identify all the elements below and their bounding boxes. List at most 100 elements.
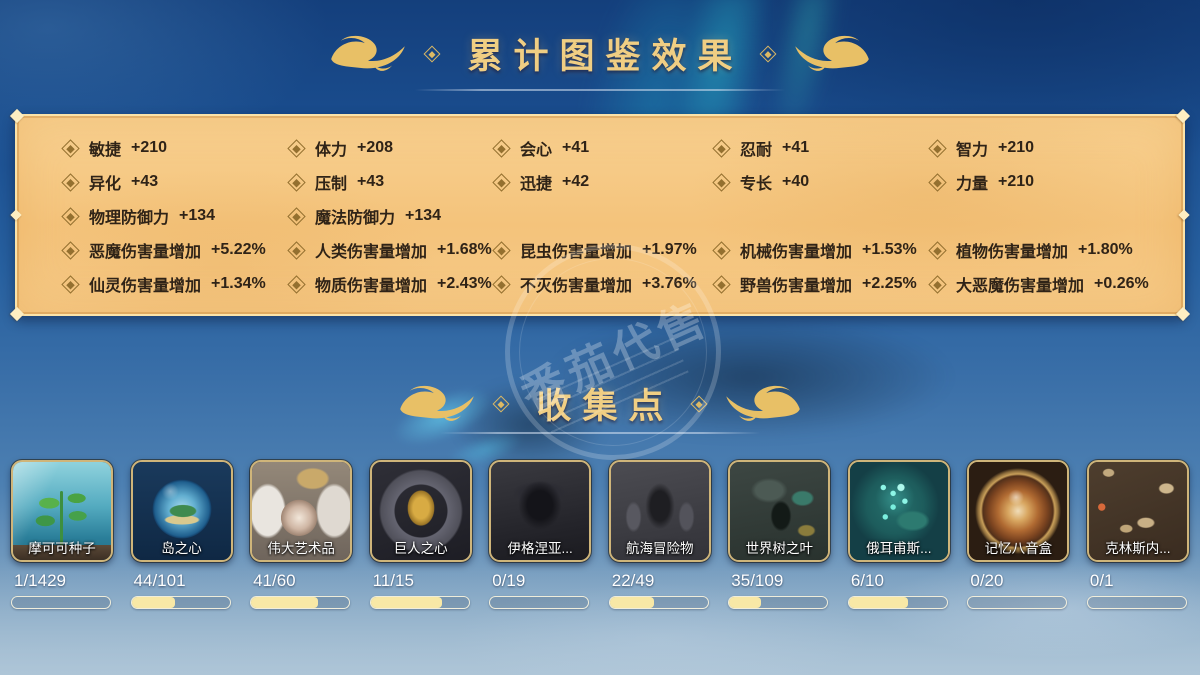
card-art-icon bbox=[1088, 462, 1187, 560]
card-thumbnail[interactable]: 巨人之心 bbox=[369, 460, 472, 562]
section-title: 收集点 bbox=[536, 386, 675, 427]
collection-card[interactable]: 记忆八音盒 0/20 bbox=[967, 460, 1070, 609]
collection-card[interactable]: 克林斯内... 0/1 bbox=[1086, 460, 1189, 609]
stat-label: 物质伤害量增加 bbox=[315, 278, 428, 295]
card-name: 岛之心 bbox=[161, 541, 202, 556]
stat-item: 忍耐 +41 bbox=[712, 131, 929, 165]
card-name: 记忆八音盒 bbox=[984, 541, 1053, 556]
stat-value: +210 bbox=[998, 173, 1035, 190]
card-name: 伟大艺术品 bbox=[267, 541, 335, 556]
diamond-bullet-icon bbox=[61, 240, 80, 260]
stat-value: +3.76% bbox=[642, 275, 697, 292]
stat-label: 专长 bbox=[740, 176, 773, 193]
stat-label: 昆虫伤害量增加 bbox=[520, 244, 633, 261]
stat-item: 机械伤害量增加 +1.53% bbox=[712, 233, 929, 267]
stat-label: 魔法防御力 bbox=[315, 210, 396, 227]
stat-value: +0.26% bbox=[1094, 275, 1149, 292]
card-thumbnail[interactable]: 记忆八音盒 bbox=[967, 460, 1070, 562]
card-name: 世界树之叶 bbox=[745, 541, 814, 556]
stat-item: 仙灵伤害量增加 +1.34% bbox=[61, 267, 288, 301]
stat-item: 会心 +41 bbox=[492, 131, 713, 165]
stat-value: +40 bbox=[782, 173, 810, 190]
diamond-bullet-icon bbox=[61, 274, 80, 294]
card-thumbnail[interactable]: 摩可可种子 bbox=[11, 460, 113, 562]
progress-bar bbox=[608, 596, 709, 609]
progress-bar bbox=[1086, 596, 1187, 609]
panel-corner-ornament bbox=[9, 306, 25, 322]
codex-effects-header: 累计图鉴效果 bbox=[0, 28, 1200, 79]
card-name: 航海冒险物 bbox=[625, 541, 694, 556]
collection-card[interactable]: 摩可可种子 1/1429 bbox=[11, 460, 113, 609]
progress-bar bbox=[11, 596, 111, 609]
stat-item: 魔法防御力 +134 bbox=[287, 199, 493, 233]
card-progress-count: 11/15 bbox=[372, 571, 414, 590]
diamond-ornament-icon bbox=[759, 45, 776, 62]
stat-label: 智力 bbox=[956, 142, 989, 159]
stats-panel: 敏捷 +210 体力 +208 会心 +41 忍耐 bbox=[9, 108, 1191, 322]
stat-value: +42 bbox=[562, 173, 590, 190]
stat-label: 敏捷 bbox=[89, 142, 122, 159]
stat-item: 不灭伤害量增加 +3.76% bbox=[492, 267, 713, 301]
diamond-ornament-icon bbox=[423, 45, 441, 62]
stat-item: 植物伤害量增加 +1.80% bbox=[928, 233, 1183, 267]
card-progress-count: 0/1 bbox=[1089, 571, 1114, 590]
card-name: 伊格涅亚... bbox=[507, 541, 573, 556]
diamond-bullet-icon bbox=[712, 172, 731, 192]
collection-card[interactable]: 航海冒险物 22/49 bbox=[608, 460, 711, 609]
stat-value: +208 bbox=[357, 139, 394, 156]
diamond-bullet-icon bbox=[712, 138, 731, 158]
stat-value: +1.68% bbox=[437, 241, 492, 258]
card-thumbnail[interactable]: 克林斯内... bbox=[1086, 460, 1189, 562]
stat-value: +134 bbox=[179, 207, 216, 224]
card-thumbnail[interactable]: 伟大艺术品 bbox=[250, 460, 353, 562]
card-thumbnail[interactable]: 岛之心 bbox=[130, 460, 233, 562]
stat-item: 物质伤害量增加 +2.43% bbox=[287, 267, 493, 301]
diamond-bullet-icon bbox=[928, 172, 947, 192]
progress-bar-fill bbox=[729, 597, 761, 608]
diamond-bullet-icon bbox=[61, 172, 80, 192]
progress-bar bbox=[369, 596, 470, 609]
stat-label: 力量 bbox=[956, 176, 989, 193]
diamond-bullet-icon bbox=[287, 206, 306, 226]
card-thumbnail[interactable]: 世界树之叶 bbox=[728, 460, 831, 562]
stat-value: +41 bbox=[562, 139, 590, 156]
collection-card[interactable]: 俄耳甫斯... 6/10 bbox=[847, 460, 950, 609]
card-art-icon bbox=[252, 462, 351, 560]
stat-item: 智力 +210 bbox=[928, 131, 1183, 165]
stat-item: 恶魔伤害量增加 +5.22% bbox=[61, 233, 288, 267]
collection-card[interactable]: 世界树之叶 35/109 bbox=[728, 460, 831, 609]
diamond-bullet-icon bbox=[712, 240, 731, 260]
stat-item: 敏捷 +210 bbox=[61, 131, 288, 165]
stat-value: +5.22% bbox=[211, 241, 266, 258]
collection-card[interactable]: 伟大艺术品 41/60 bbox=[250, 460, 353, 609]
card-art-icon bbox=[132, 462, 231, 560]
stat-label: 迅捷 bbox=[520, 176, 553, 193]
panel-corner-ornament bbox=[1175, 306, 1191, 322]
card-name: 摩可可种子 bbox=[28, 541, 96, 556]
stat-item: 大恶魔伤害量增加 +0.26% bbox=[928, 267, 1183, 301]
progress-bar-fill bbox=[848, 597, 908, 608]
stat-value: +1.80% bbox=[1078, 241, 1133, 258]
diamond-bullet-icon bbox=[492, 240, 511, 260]
stat-value: +1.34% bbox=[211, 275, 266, 292]
card-thumbnail[interactable]: 伊格涅亚... bbox=[489, 460, 592, 562]
stat-label: 不灭伤害量增加 bbox=[520, 278, 633, 295]
stat-label: 植物伤害量增加 bbox=[956, 244, 1069, 261]
card-thumbnail[interactable]: 航海冒险物 bbox=[608, 460, 711, 562]
progress-bar bbox=[130, 596, 231, 609]
card-progress-count: 35/109 bbox=[731, 571, 784, 590]
card-thumbnail[interactable]: 俄耳甫斯... bbox=[847, 460, 950, 562]
collection-card[interactable]: 伊格涅亚... 0/19 bbox=[489, 460, 592, 609]
stat-label: 大恶魔伤害量增加 bbox=[956, 278, 1085, 295]
diamond-ornament-icon bbox=[690, 395, 707, 412]
stat-item: 压制 +43 bbox=[287, 165, 493, 199]
stat-value: +43 bbox=[131, 173, 159, 190]
progress-bar-fill bbox=[609, 597, 654, 608]
collection-card[interactable]: 岛之心 44/101 bbox=[130, 460, 233, 609]
card-name: 巨人之心 bbox=[393, 541, 448, 556]
stat-value: +43 bbox=[357, 173, 385, 190]
diamond-bullet-icon bbox=[492, 138, 511, 158]
flourish-left-icon bbox=[400, 385, 475, 421]
collection-card[interactable]: 巨人之心 11/15 bbox=[369, 460, 472, 609]
flourish-right-icon bbox=[725, 385, 800, 421]
